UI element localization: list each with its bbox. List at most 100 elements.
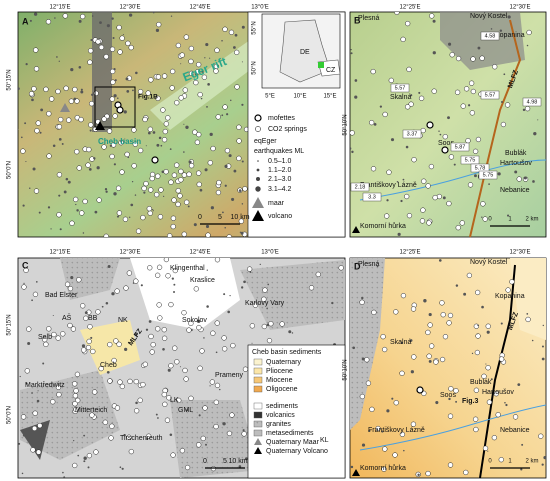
- co2-spring: [186, 171, 192, 177]
- earthquake: [505, 403, 508, 407]
- co2-spring: [178, 168, 184, 175]
- place-label: Soos: [438, 140, 454, 147]
- co2-spring: [66, 117, 72, 123]
- co2-spring: [475, 136, 482, 143]
- co2-spring: [33, 66, 40, 72]
- earthquake: [63, 476, 66, 478]
- earthquake: [397, 232, 401, 236]
- co2-spring: [188, 163, 195, 169]
- earthquake: [59, 228, 62, 231]
- co2-spring: [72, 381, 78, 387]
- earthquake: [132, 282, 135, 284]
- co2-spring: [74, 149, 80, 155]
- earthquake: [455, 400, 458, 403]
- earthquake: [31, 299, 33, 302]
- earthquake: [52, 314, 54, 317]
- co2-spring: [165, 273, 171, 279]
- place-label: Františkovy Lázně: [368, 427, 425, 434]
- earthquake: [47, 206, 51, 209]
- earthquake: [124, 138, 126, 140]
- earthquake: [73, 439, 75, 442]
- earthquake: [187, 205, 190, 208]
- co2-spring: [482, 445, 489, 451]
- co2-spring: [147, 210, 153, 216]
- co2-spring: [182, 87, 188, 93]
- co2-spring: [174, 100, 180, 106]
- mofette: [116, 106, 124, 114]
- earthquake: [21, 472, 24, 475]
- co2-spring: [455, 55, 462, 62]
- lon-tick: 13°0'E: [261, 250, 279, 256]
- earthquake: [288, 330, 292, 334]
- earthquake: [173, 283, 176, 286]
- co2-spring: [93, 90, 99, 96]
- earthquake: [351, 150, 354, 154]
- earthquake: [442, 196, 446, 200]
- co2-spring: [108, 435, 114, 441]
- earthquake: [157, 417, 159, 419]
- earthquake: [507, 214, 510, 217]
- earthquake: [134, 332, 138, 336]
- lon-tick: 12°30'E: [510, 5, 531, 11]
- co2-spring: [406, 212, 413, 219]
- earthquake: [185, 125, 189, 129]
- co2-spring: [122, 216, 129, 222]
- co2-spring: [161, 137, 168, 143]
- legend-swatch: [253, 376, 263, 384]
- earthquake: [533, 132, 537, 136]
- co2-spring: [241, 431, 247, 437]
- co2-spring: [308, 285, 315, 291]
- co2-spring: [46, 111, 52, 117]
- co2-spring: [137, 147, 144, 154]
- co2-spring: [498, 356, 505, 362]
- volcano: [95, 121, 105, 130]
- co2-spring: [455, 225, 461, 231]
- co2-spring: [209, 379, 215, 385]
- co2-spring: [81, 347, 87, 353]
- co2-spring: [174, 359, 180, 365]
- earthquake: [123, 433, 126, 437]
- river: [359, 404, 547, 451]
- co2-spring: [213, 423, 219, 430]
- earthquake: [111, 292, 115, 296]
- legend-label: Quaternary Volcano: [266, 448, 328, 455]
- co2-spring: [67, 322, 73, 329]
- earthquake: [409, 339, 413, 342]
- co2-spring: [480, 201, 486, 207]
- earthquake: [193, 223, 197, 227]
- earthquake: [224, 184, 227, 187]
- co2-spring: [119, 383, 125, 390]
- place-label: Fig.3: [462, 398, 478, 405]
- earthquake: [32, 167, 36, 171]
- earthquake: [477, 324, 480, 327]
- place-label: Kopanina: [495, 293, 525, 300]
- scale-label: 1: [508, 459, 512, 465]
- co2-spring: [33, 47, 39, 53]
- earthquake: [113, 67, 116, 71]
- co2-spring: [433, 359, 439, 365]
- co2-spring: [375, 425, 381, 432]
- co2-spring: [472, 416, 479, 422]
- legend-symbol: [255, 186, 261, 192]
- legend-area: [247, 344, 346, 479]
- co2-spring: [51, 331, 57, 338]
- co2-spring: [106, 128, 113, 134]
- depth-label: 5.75: [465, 157, 476, 163]
- co2-spring: [157, 214, 164, 220]
- co2-spring: [439, 356, 446, 363]
- co2-spring: [400, 36, 406, 43]
- co2-spring: [135, 228, 142, 234]
- legend-symbol: [254, 447, 262, 454]
- panel-label: A: [22, 16, 29, 26]
- co2-spring: [140, 381, 146, 388]
- co2-spring: [168, 363, 174, 369]
- earthquake: [242, 429, 245, 432]
- co2-spring: [214, 382, 221, 389]
- earthquake: [18, 128, 19, 130]
- earthquake: [23, 282, 25, 284]
- legend-symbol: [256, 177, 260, 181]
- mofette: [441, 146, 449, 154]
- depth-box: [480, 31, 500, 41]
- earthquake: [170, 15, 173, 17]
- earthquake: [503, 73, 506, 76]
